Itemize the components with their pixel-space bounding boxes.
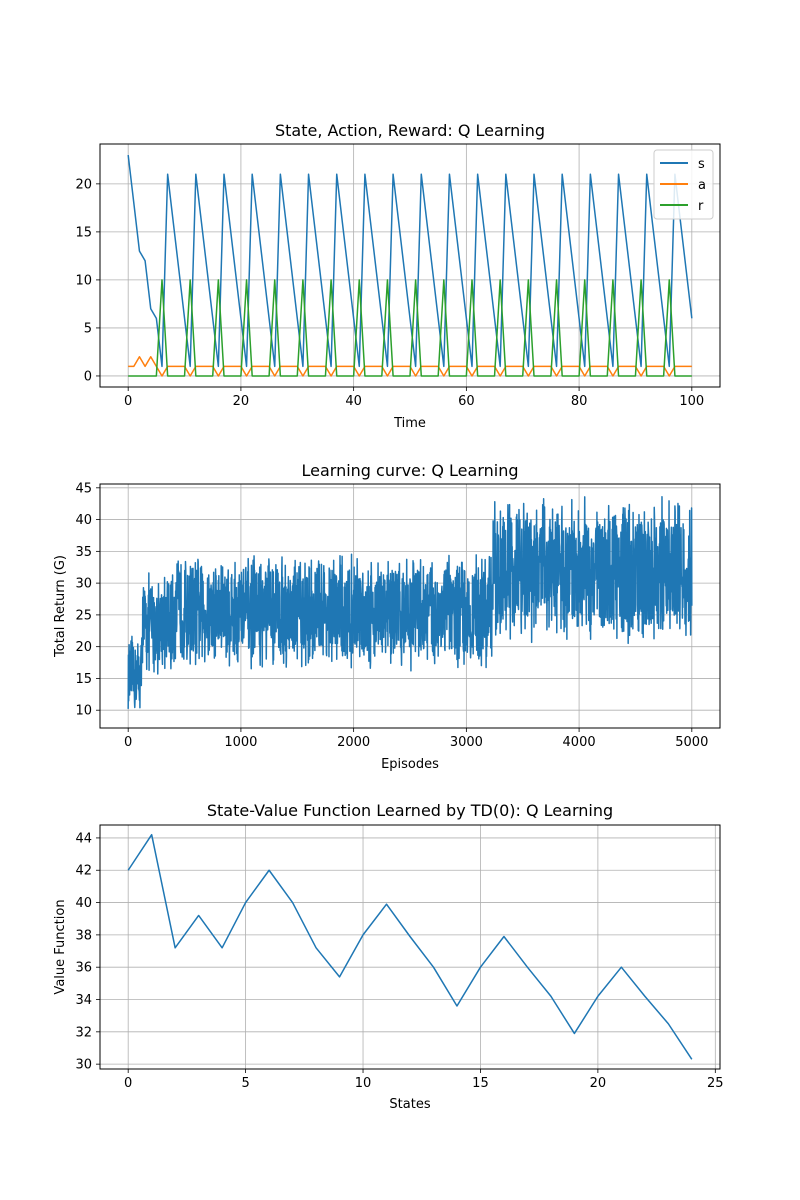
x-tick-label: 25: [707, 1076, 724, 1091]
y-tick-label: 30: [75, 1058, 92, 1073]
y-tick-label: 38: [75, 928, 92, 943]
y-tick-label: 25: [75, 608, 92, 623]
legend: s a r: [653, 149, 714, 220]
y-tick-label: 44: [75, 831, 92, 846]
y-tick-label: 45: [75, 481, 92, 496]
panel1-frame: [99, 143, 721, 388]
y-tick-label: 15: [75, 672, 92, 687]
y-tick-label: 30: [75, 577, 92, 592]
y-tick-label: 15: [75, 225, 92, 240]
panel1-xlabel: Time: [393, 416, 426, 431]
x-tick-label: 20: [590, 1076, 607, 1091]
y-tick-label: 0: [84, 369, 92, 384]
legend-label-a: a: [698, 178, 706, 193]
x-tick-label: 5: [241, 1076, 249, 1091]
y-tick-label: 36: [75, 961, 92, 976]
panel-learning-curve: Learning curve: Q Learning 0 1000 2000 3000…: [53, 461, 721, 772]
series-line-series0: [127, 833, 693, 1060]
y-tick-label: 32: [75, 1025, 92, 1040]
x-tick-label: 15: [472, 1076, 489, 1091]
y-tick-label: 42: [75, 864, 92, 879]
y-tick-label: 40: [75, 513, 92, 528]
y-tick-label: 20: [75, 177, 92, 192]
x-tick-label: 60: [458, 394, 475, 409]
panel3-frame: [99, 824, 721, 1070]
x-tick-label: 5000: [675, 735, 708, 750]
y-tick-label: 5: [84, 321, 92, 336]
y-tick-label: 10: [75, 273, 92, 288]
panel-state-value: State-Value Function Learned by TD(0): Q…: [53, 801, 724, 1112]
series-line-r: [128, 279, 692, 377]
x-tick-label: 1000: [224, 735, 257, 750]
x-tick-label: 10: [355, 1076, 372, 1091]
y-tick-label: 35: [75, 545, 92, 560]
panel3-title: State-Value Function Learned by TD(0): Q…: [207, 801, 613, 820]
y-tick-label: 34: [75, 993, 92, 1008]
panel-state-action-reward: State, Action, Reward: Q Learning 0 20 40 6…: [75, 121, 721, 431]
panel3-ylabel: Value Function: [53, 899, 68, 994]
x-tick-label: 0: [124, 735, 132, 750]
y-tick-label: 20: [75, 640, 92, 655]
panel2-title: Learning curve: Q Learning: [302, 461, 519, 480]
x-tick-label: 0: [124, 394, 132, 409]
x-tick-label: 3000: [450, 735, 483, 750]
legend-label-r: r: [698, 199, 704, 214]
x-tick-label: 2000: [337, 735, 370, 750]
panel2-xlabel: Episodes: [381, 757, 439, 772]
x-tick-label: 80: [571, 394, 588, 409]
x-tick-label: 4000: [563, 735, 596, 750]
panel3-xlabel: States: [389, 1097, 430, 1112]
y-tick-label: 10: [75, 704, 92, 719]
panel2-ylabel: Total Return (G): [53, 555, 68, 658]
panel2-frame: [99, 483, 721, 729]
y-tick-label: 40: [75, 896, 92, 911]
x-tick-label: 100: [679, 394, 704, 409]
panel1-title: State, Action, Reward: Q Learning: [275, 121, 545, 140]
series-line-series0: [127, 495, 693, 709]
series-line-s: [127, 154, 693, 368]
legend-label-s: s: [698, 157, 705, 172]
x-tick-label: 20: [233, 394, 250, 409]
x-tick-label: 0: [124, 1076, 132, 1091]
x-tick-label: 40: [345, 394, 362, 409]
